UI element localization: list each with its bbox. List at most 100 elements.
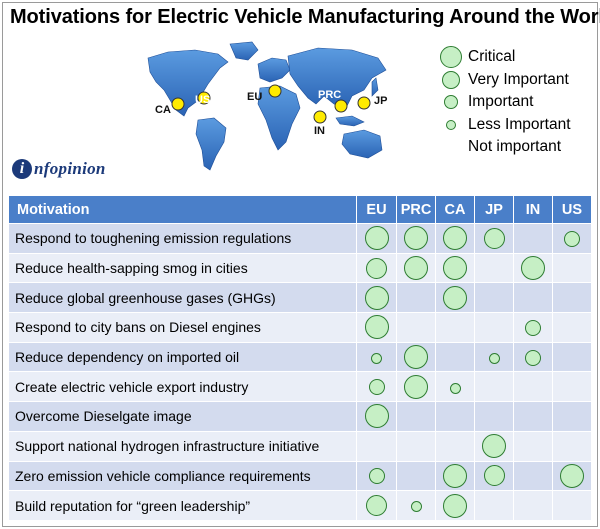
legend-item-important: Important bbox=[438, 91, 596, 114]
logo-text: nfopinion bbox=[34, 159, 106, 178]
cell-ca bbox=[435, 312, 475, 343]
legend-label: Less Important bbox=[468, 115, 571, 133]
cell-prc bbox=[396, 430, 436, 462]
marker-us bbox=[197, 91, 211, 105]
map-label-prc: PRC bbox=[318, 89, 341, 101]
indonesia-shape bbox=[335, 115, 365, 127]
motivation-label: Support national hydrogen infrastructure… bbox=[8, 430, 357, 462]
cell-jp bbox=[474, 312, 514, 343]
cell-ca bbox=[435, 401, 475, 432]
importance-circle bbox=[364, 285, 389, 310]
cell-ca bbox=[435, 490, 475, 521]
cell-eu bbox=[356, 371, 397, 403]
motivation-label: Respond to toughening emission regulatio… bbox=[8, 223, 357, 254]
table-row: Respond to city bans on Diesel engines bbox=[8, 312, 592, 343]
column-header-jp: JP bbox=[474, 195, 514, 224]
cell-jp bbox=[474, 371, 514, 403]
importance-circle bbox=[443, 463, 467, 488]
cell-jp bbox=[474, 252, 514, 284]
column-header-prc: PRC bbox=[396, 195, 436, 224]
cell-ca bbox=[435, 371, 475, 403]
cell-eu bbox=[356, 252, 397, 284]
legend-circle-important bbox=[444, 95, 458, 109]
motivation-label: Respond to city bans on Diesel engines bbox=[8, 312, 357, 343]
importance-circle bbox=[366, 257, 387, 279]
map-label-us: US bbox=[195, 94, 210, 106]
cell-jp bbox=[474, 341, 514, 373]
cell-eu bbox=[356, 460, 397, 492]
table-row: Build reputation for “green leadership” bbox=[8, 490, 592, 521]
column-header-ca: CA bbox=[435, 195, 475, 224]
cell-prc bbox=[396, 490, 436, 521]
cell-prc bbox=[396, 312, 436, 343]
table-row: Zero emission vehicle compliance require… bbox=[8, 460, 592, 492]
column-header-eu: EU bbox=[356, 195, 397, 224]
importance-circle bbox=[560, 463, 584, 488]
importance-circle bbox=[404, 226, 428, 251]
cell-in bbox=[513, 223, 553, 254]
cell-ca bbox=[435, 341, 475, 373]
cell-eu bbox=[356, 223, 397, 254]
importance-circle bbox=[404, 345, 428, 370]
japan-shape bbox=[371, 77, 379, 97]
importance-circle bbox=[525, 349, 541, 366]
cell-eu bbox=[356, 312, 397, 343]
motivation-table: Motivation EU PRC CA JP IN US Respond to… bbox=[8, 195, 592, 521]
importance-circle bbox=[364, 315, 389, 340]
marker-prc bbox=[334, 99, 348, 113]
legend-label: Important bbox=[468, 93, 534, 110]
importance-circle bbox=[488, 352, 500, 364]
importance-circle bbox=[443, 285, 467, 310]
australia-shape bbox=[341, 129, 383, 159]
motivation-label: Create electric vehicle export industry bbox=[8, 371, 357, 403]
table-row: Respond to toughening emission regulatio… bbox=[8, 223, 592, 254]
importance-circle bbox=[371, 352, 382, 364]
importance-circle bbox=[404, 256, 428, 281]
legend-item-very-important: Very Important bbox=[438, 69, 596, 92]
greenland-shape bbox=[229, 41, 259, 61]
cell-us bbox=[552, 223, 592, 254]
infopinion-logo: i nfopinion bbox=[12, 159, 130, 179]
legend-item-critical: Critical bbox=[438, 46, 596, 69]
importance-legend: Critical Very Important Important Less I… bbox=[438, 46, 596, 159]
importance-circle bbox=[364, 404, 389, 429]
legend-label: Not important bbox=[468, 138, 562, 155]
cell-eu bbox=[356, 490, 397, 521]
cell-eu bbox=[356, 401, 397, 432]
importance-circle bbox=[443, 256, 467, 281]
cell-jp bbox=[474, 490, 514, 521]
cell-us bbox=[552, 401, 592, 432]
motivation-label: Reduce global greenhouse gases (GHGs) bbox=[8, 282, 357, 314]
cell-in bbox=[513, 282, 553, 314]
cell-prc bbox=[396, 282, 436, 314]
importance-circle bbox=[404, 374, 428, 399]
cell-in bbox=[513, 430, 553, 462]
cell-eu bbox=[356, 341, 397, 373]
cell-jp bbox=[474, 430, 514, 462]
marker-in bbox=[313, 110, 327, 124]
importance-circle bbox=[364, 226, 389, 251]
legend-label: Very Important bbox=[468, 70, 569, 88]
importance-circle bbox=[443, 493, 467, 518]
table-row: Reduce global greenhouse gases (GHGs) bbox=[8, 282, 592, 314]
importance-circle bbox=[368, 379, 385, 396]
legend-circle-very-important bbox=[442, 70, 460, 89]
cell-us bbox=[552, 430, 592, 462]
legend-item-less-important: Less Important bbox=[438, 114, 596, 137]
legend-label: Critical bbox=[468, 48, 516, 65]
table-row: Overcome Dieselgate image bbox=[8, 401, 592, 432]
motivation-label: Reduce health-sapping smog in cities bbox=[8, 252, 357, 284]
table-row: Reduce health-sapping smog in cities bbox=[8, 252, 592, 284]
importance-circle bbox=[483, 465, 505, 487]
column-header-in: IN bbox=[513, 195, 553, 224]
map-label-ca: CA bbox=[155, 104, 171, 116]
importance-circle bbox=[521, 256, 545, 281]
map-label-in: IN bbox=[314, 125, 325, 137]
map-label-eu: EU bbox=[247, 91, 262, 103]
page-title: Motivations for Electric Vehicle Manufac… bbox=[10, 6, 600, 28]
importance-circle bbox=[483, 227, 505, 249]
cell-eu bbox=[356, 430, 397, 462]
table-row: Create electric vehicle export industry bbox=[8, 371, 592, 403]
cell-us bbox=[552, 341, 592, 373]
cell-us bbox=[552, 371, 592, 403]
